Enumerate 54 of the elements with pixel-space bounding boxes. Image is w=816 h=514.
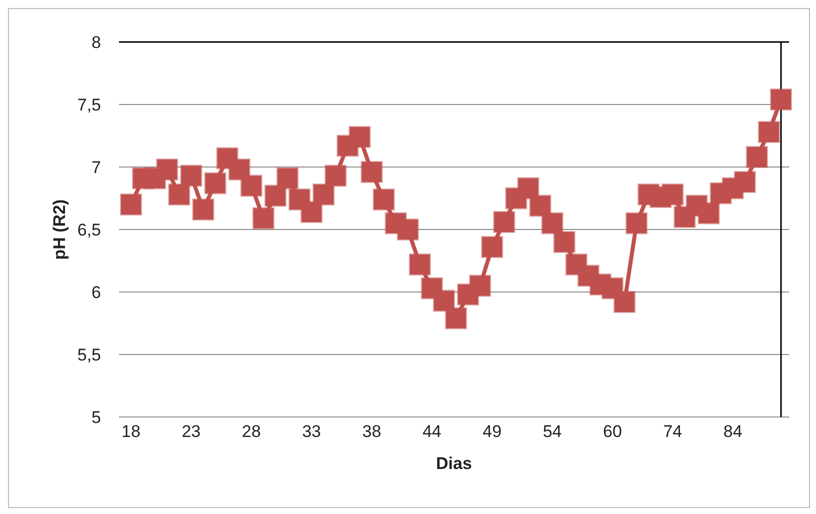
y-tick-label: 5,5: [77, 346, 101, 365]
point: [360, 161, 383, 183]
x-axis-title: Dias: [436, 454, 472, 473]
point: [432, 290, 455, 312]
x-tick-label: 38: [362, 422, 382, 442]
y-axis-title: pH (R2): [50, 199, 70, 260]
y-tick-label: 5: [92, 408, 101, 428]
point: [240, 174, 262, 197]
x-tick-label: 18: [122, 422, 140, 442]
point: [276, 167, 298, 190]
point: [469, 274, 492, 297]
y-tick-label: 7: [92, 158, 101, 178]
x-tick-label: 60: [603, 422, 622, 442]
point: [408, 254, 431, 276]
point: [493, 211, 516, 233]
x-tick-label: 74: [663, 422, 682, 442]
point: [312, 184, 335, 206]
point: [372, 188, 395, 210]
point: [120, 194, 142, 216]
point: [626, 212, 648, 234]
point: [517, 177, 540, 200]
y-tick-label: 6: [92, 283, 101, 302]
x-tick-label: 28: [242, 422, 261, 442]
point: [192, 198, 214, 220]
point: [746, 146, 768, 168]
x-tick-label: 44: [422, 422, 442, 442]
point: [348, 126, 371, 148]
y-tick-label: 7,5: [77, 96, 101, 115]
point: [180, 164, 202, 187]
point: [481, 236, 504, 258]
point: [553, 231, 576, 253]
point: [324, 164, 347, 187]
x-tick-label: 84: [723, 422, 742, 442]
y-tick-label: 8: [92, 33, 101, 52]
point: [252, 207, 274, 230]
x-tick-label: 33: [302, 422, 322, 442]
point: [396, 218, 419, 240]
point: [662, 184, 684, 206]
point: [156, 158, 178, 180]
point: [204, 172, 226, 194]
point: [734, 171, 756, 193]
y-tick-label: 6,5: [77, 220, 101, 240]
x-tick-label: 49: [482, 422, 502, 442]
point: [541, 212, 564, 234]
point: [264, 184, 286, 207]
point: [445, 307, 467, 330]
point: [168, 184, 190, 206]
point: [758, 121, 780, 143]
point: [770, 88, 792, 110]
point: [300, 201, 323, 223]
x-tick-label: 23: [182, 422, 201, 442]
x-tick-label: 54: [542, 422, 562, 442]
point: [614, 291, 636, 313]
point: [529, 194, 552, 217]
